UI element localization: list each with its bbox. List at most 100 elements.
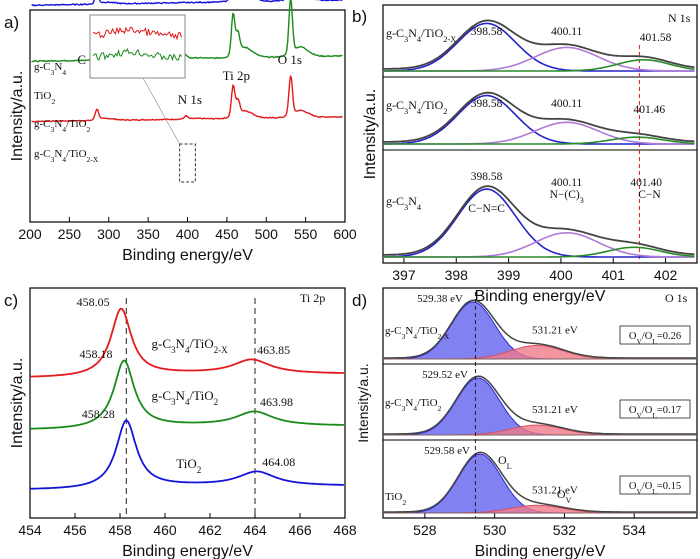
panel-a-series-label-3: g-C3N4	[34, 61, 66, 77]
panel-d-1-ratio-box	[619, 399, 691, 419]
panel-b-0-component-0	[383, 22, 695, 72]
panel-a-n1s-box	[179, 143, 196, 183]
panel-b-0-envelope	[383, 19, 695, 70]
panel-b-assign-cnc: C−N=C	[468, 203, 505, 215]
panel-c-letter: c)	[4, 291, 18, 310]
panel-c-peak2-label-2: 464.08	[262, 455, 295, 469]
panel-b-1-component-0	[383, 94, 695, 145]
panel-d-x-tick-label: 528	[413, 522, 437, 538]
panel-c-peak2-label-0: 463.85	[257, 343, 290, 357]
panel-c-series-label-0: g-C3N4/TiO2-X	[152, 336, 229, 355]
panel-a-x-tick-label: 200	[18, 226, 42, 242]
panel-d-xlabel: Binding energy/eV	[475, 543, 606, 559]
panel-b-1-component-1	[383, 121, 695, 145]
panel-c-x-tick-label: 456	[63, 522, 87, 538]
panel-a-inset-line-1	[92, 47, 182, 62]
panel-a-inset-line-0	[92, 26, 182, 41]
panel-c-series-2	[30, 419, 344, 490]
panel-b-1-sample-label: g-C3N4/TiO2	[386, 98, 447, 116]
panel-b-0-peak-label-2: 401.58	[640, 32, 672, 44]
panel-d-ol-tag: OL	[498, 453, 512, 471]
panel-c-frame	[29, 287, 346, 519]
panel-d-0-envelope	[383, 299, 697, 359]
panel-d-ylabel: Intensity/a.u.	[355, 363, 371, 442]
panel-a-zoom-line	[142, 77, 180, 145]
panel-d-x-tick-label: 534	[623, 522, 647, 538]
panel-b-2-component-0	[383, 188, 695, 258]
panel-d-letter: d)	[352, 291, 367, 310]
panel-c-x-tick-label: 464	[243, 522, 267, 538]
panel-b-x-tick-label: 401	[602, 267, 626, 283]
panel-a-peak-ti2p: Ti 2p	[223, 68, 250, 83]
panel-b-letter: b)	[352, 7, 367, 26]
panel-b-x-tick-label: 402	[654, 267, 678, 283]
panel-d-0-ratio-box	[619, 325, 691, 345]
panel-d-ov-tag: OV	[557, 487, 572, 505]
panel-b-ylabel: Intensity/a.u.	[362, 89, 379, 180]
panel-d-title: O 1s	[665, 291, 688, 305]
panel-b-x-tick-label: 399	[497, 267, 521, 283]
panel-c-x-tick-label: 468	[333, 522, 357, 538]
panel-a-letter: a)	[4, 13, 19, 32]
panel-a-x-tick-label: 450	[215, 226, 239, 242]
panel-b-title: N 1s	[668, 11, 691, 25]
panel-b-assign-cn: C−N	[638, 189, 661, 201]
panel-d-2-sample-label: TiO2	[385, 491, 406, 507]
panel-a-x-tick-label: 250	[58, 226, 82, 242]
panel-d-0-ratio-text: OV/OL=0.26	[629, 331, 681, 346]
panel-a-ylabel: Intensity/a.u.	[9, 71, 26, 162]
panel-a-inset	[89, 14, 186, 79]
panel-d-2-ov-label: 531.21 eV	[532, 484, 578, 496]
panel-b-1-peak-label-2: 401.46	[634, 104, 666, 116]
panel-c-x-tick-label: 466	[288, 522, 312, 538]
panel-c-series-label-1: g-C3N4/TiO2	[152, 388, 219, 407]
panel-d-1-sample-label: g-C3N4/TiO2	[385, 397, 442, 413]
panel-a-x-tick-label: 400	[176, 226, 200, 242]
panel-a-xlabel: Binding energy/eV	[122, 247, 253, 264]
panel-a-series-0	[31, 75, 343, 123]
panel-c-x-tick-label: 460	[153, 522, 177, 538]
panel-c-xlabel: Binding energy/eV	[122, 543, 253, 559]
panel-d-frame	[382, 287, 698, 519]
panel-d-x-tick-label: 532	[553, 522, 577, 538]
panel-b-x-tick-label: 397	[392, 267, 416, 283]
panel-b-0-peak-label-0: 398.58	[471, 26, 503, 38]
panel-d-2-ratio-text: OV/OL=0.15	[629, 481, 681, 496]
panel-c-peak1-label-2: 458.28	[82, 407, 115, 421]
panel-d-x-tick-label: 530	[483, 522, 507, 538]
panel-a-series-label-2: TiO2	[34, 90, 55, 106]
panel-b-0-component-2	[383, 59, 695, 72]
panel-b-1-peak-label-1: 400.11	[551, 98, 582, 110]
panel-d-1-envelope	[383, 375, 697, 435]
panel-c-peak1-label-0: 458.05	[77, 295, 110, 309]
panel-c-ylabel: Intensity/a.u.	[9, 358, 26, 449]
panel-a-series-1	[31, 0, 343, 63]
panel-c-x-tick-label: 458	[108, 522, 132, 538]
panel-b-2-component-2	[383, 246, 695, 258]
panel-d-1-ol-label: 529.52 eV	[422, 369, 468, 381]
panel-c-title: Ti 2p	[300, 291, 325, 305]
panel-b-1-component-2	[383, 136, 695, 145]
panel-b-x-tick-label: 398	[445, 267, 469, 283]
panel-c-peak2-label-1: 463.98	[260, 395, 293, 409]
panel-a-x-tick-label: 600	[333, 226, 357, 242]
panel-c-series-label-2: TiO2	[176, 456, 201, 475]
panel-b-1-peak-label-0: 398.58	[471, 98, 503, 110]
panel-c-x-tick-label: 462	[198, 522, 222, 538]
panel-a-x-tick-label: 350	[136, 226, 160, 242]
panel-b-0-peak-label-1: 400.11	[551, 26, 582, 38]
panel-d-0-ov-label: 531.21 eV	[532, 324, 578, 336]
panel-a-series-2	[31, 0, 343, 7]
panel-a-peak-n1s: N 1s	[178, 92, 202, 107]
panel-b-2-peak-label-1: 400.11	[551, 177, 582, 189]
panel-a-series-label-1: g-C3N4/TiO2	[34, 118, 91, 134]
panel-c-series-0	[30, 307, 344, 378]
panel-b-xlabel: Binding energy/eV	[475, 288, 606, 305]
panel-d-1-ratio-text: OV/OL=0.17	[629, 405, 681, 420]
panel-d-2-ol-label: 529.58 eV	[424, 445, 470, 457]
panel-a-x-tick-label: 550	[294, 226, 318, 242]
panel-b-1-envelope	[383, 91, 695, 143]
panel-a-peak-o1s: O 1s	[278, 52, 302, 67]
panel-d-1-ov-label: 531.21 eV	[532, 404, 578, 416]
